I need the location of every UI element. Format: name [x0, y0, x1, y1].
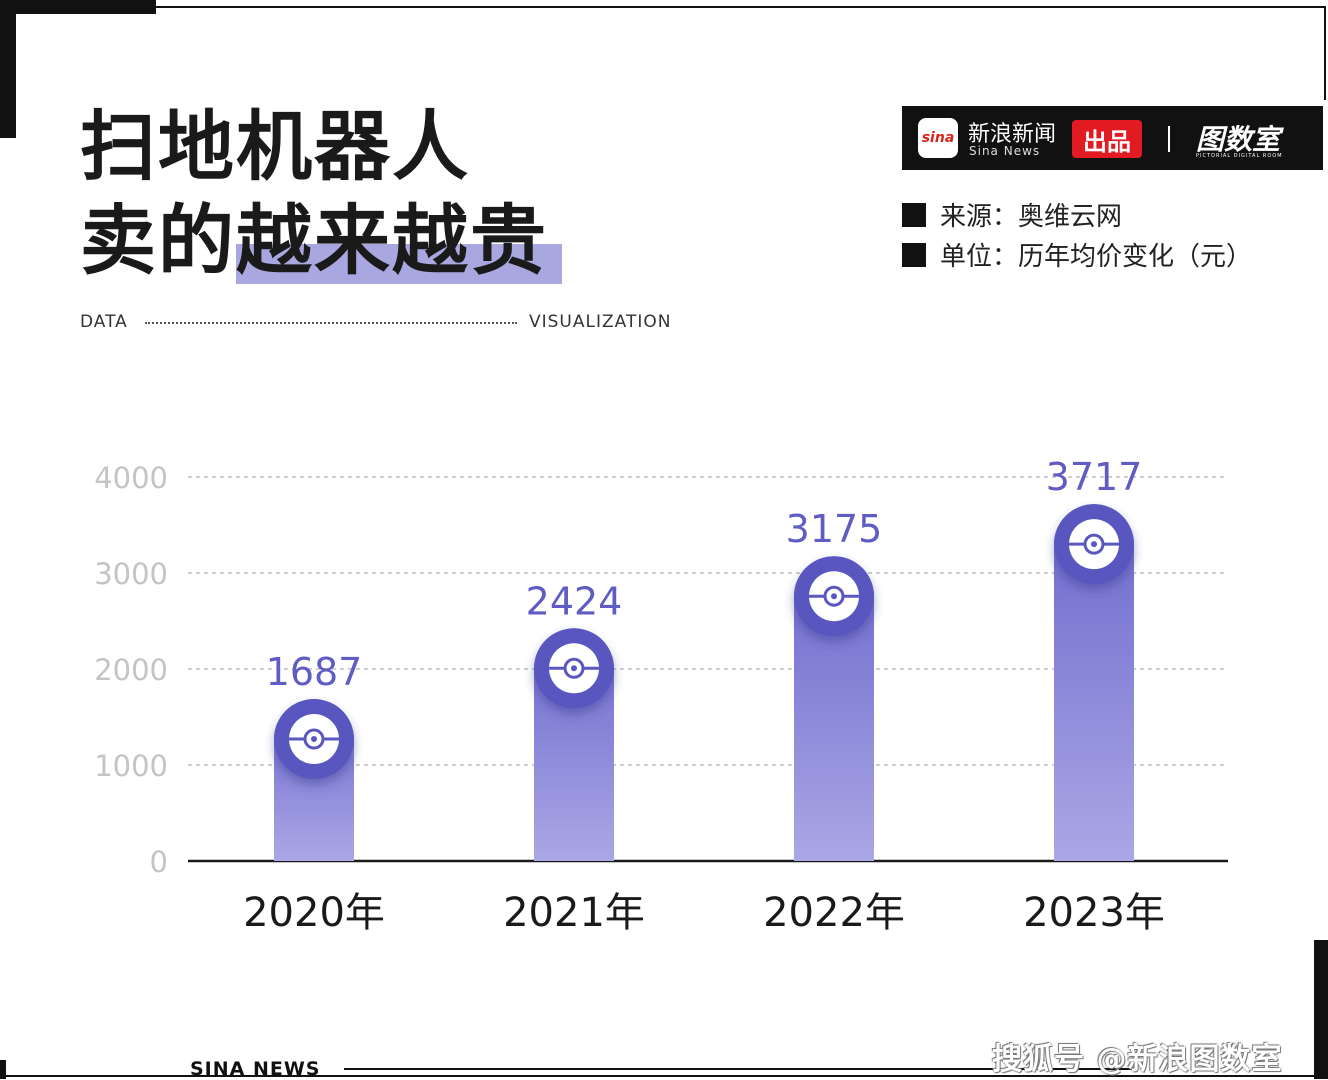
x-tick-label: 2022年	[763, 890, 905, 936]
bar	[1054, 504, 1134, 861]
vacuum-sensor-dot	[831, 593, 837, 600]
vacuum-sensor-dot	[311, 736, 317, 743]
sina-logo: sina	[918, 118, 958, 158]
bar-value-label: 2424	[526, 579, 623, 623]
bar	[794, 556, 874, 861]
frame-line-bottom	[0, 1075, 1328, 1077]
y-tick-label: 1000	[94, 749, 168, 783]
y-tick-label: 2000	[94, 653, 168, 687]
watermark: 搜狐号 @新浪图数室	[992, 1042, 1283, 1077]
room-logo: 图数室	[1196, 123, 1281, 156]
bar-value-label: 3175	[786, 507, 883, 551]
frame-line-top	[156, 6, 1324, 8]
tagline-left: DATA	[80, 312, 128, 332]
brand-name: 新浪新闻	[968, 122, 1057, 147]
source-text: 来源：奥维云网	[940, 202, 1123, 232]
x-tick-label: 2023年	[1023, 890, 1165, 936]
y-tick-label: 3000	[94, 557, 168, 591]
vacuum-sensor-dot	[571, 665, 577, 672]
page-title-line-1: 扫地机器人	[80, 102, 470, 191]
frame-corner-top	[0, 0, 156, 14]
brand-banner: sina 新浪新闻 Sina News 出品 图数室 PICTORIAL DIG…	[902, 106, 1323, 170]
frame-line-right	[1324, 6, 1326, 100]
footer-brand: SINA NEWS	[190, 1058, 321, 1080]
unit-text: 单位：历年均价变化（元）	[940, 242, 1253, 272]
frame-corner-bottom-right	[1314, 940, 1328, 1079]
title-highlight	[236, 244, 562, 284]
robot-vacuum-icon	[809, 571, 859, 622]
tagline-right: VISUALIZATION	[529, 312, 672, 332]
robot-vacuum-icon	[289, 714, 339, 765]
bar-value-label: 3717	[1046, 455, 1143, 499]
square-bullet-icon	[902, 242, 926, 267]
square-bullet-icon	[902, 202, 926, 227]
tagline-dots	[145, 322, 517, 324]
frame-corner-bottom-left	[0, 1060, 6, 1079]
brand-separator	[1168, 126, 1170, 152]
page-title-line-2: 卖的越来越贵	[80, 196, 548, 285]
frame-corner-left	[0, 14, 16, 138]
unit-note: 单位：历年均价变化（元）	[902, 236, 1252, 273]
bar-value-label: 1687	[266, 650, 363, 694]
brand-tag: 出品	[1072, 120, 1142, 158]
y-tick-label: 4000	[94, 461, 168, 495]
robot-vacuum-icon	[1069, 519, 1119, 570]
x-tick-label: 2020年	[243, 890, 385, 936]
x-tick-label: 2021年	[503, 890, 645, 936]
source-note: 来源：奥维云网	[902, 196, 1122, 233]
brand-name-en: Sina News	[969, 144, 1041, 158]
room-logo-en: PICTORIAL DIGITAL ROOM	[1196, 153, 1283, 159]
robot-vacuum-icon	[549, 643, 599, 694]
y-tick-label: 0	[150, 845, 168, 879]
footer-line	[344, 1068, 1134, 1070]
vacuum-sensor-dot	[1091, 541, 1097, 548]
